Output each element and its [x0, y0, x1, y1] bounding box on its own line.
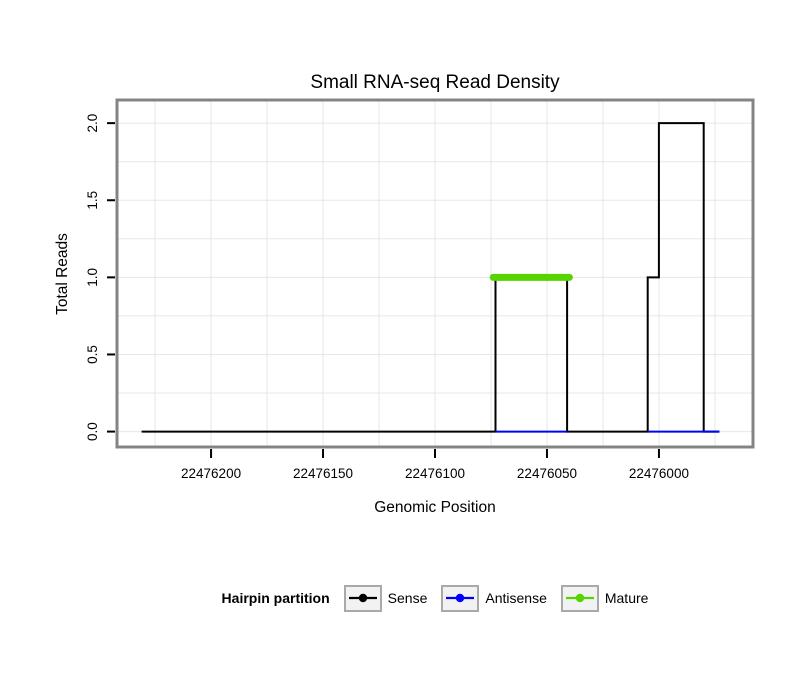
plot-area: 22476200 22476150 22476100 22476050 22476000…	[85, 98, 755, 481]
legend-item-mature: Mature	[560, 584, 649, 612]
panel-border	[115, 98, 755, 449]
legend-item-sense: Sense	[343, 584, 428, 612]
legend-key-mature	[560, 584, 599, 612]
y-tick-label: 2.0	[85, 114, 100, 133]
y-tick-label: 1.0	[85, 268, 100, 287]
legend-key-antisense	[441, 584, 480, 612]
x-tick-label: 22476100	[405, 466, 465, 481]
legend-glyph-antisense	[446, 593, 475, 603]
legend-title: Hairpin partition	[221, 590, 330, 606]
x-tick-label: 22476000	[629, 466, 689, 481]
legend-entries: Sense Antisense Mature	[343, 584, 649, 612]
x-tick-label: 22476200	[181, 466, 241, 481]
series-sense	[141, 122, 720, 433]
y-tick-label: 0.5	[85, 345, 100, 364]
legend-item-antisense: Antisense	[441, 584, 547, 612]
x-tick-label: 22476050	[517, 466, 577, 481]
legend-label-sense: Sense	[387, 590, 428, 606]
y-tick-label: 1.5	[85, 191, 100, 210]
x-tick-label: 22476150	[293, 466, 353, 481]
legend-glyph-sense	[348, 593, 377, 603]
legend: Hairpin partition Sense Antisense Mature	[60, 583, 810, 613]
chart-title: Small RNA-seq Read Density	[310, 72, 560, 93]
legend-label-mature: Mature	[604, 590, 649, 606]
y-axis-label: Total Reads	[54, 233, 71, 315]
legend-key-sense	[343, 584, 382, 612]
y-tick-label: 0.0	[85, 422, 100, 441]
x-axis-label: Genomic Position	[374, 499, 496, 516]
legend-glyph-mature	[565, 593, 594, 603]
legend-label-antisense: Antisense	[485, 590, 547, 606]
